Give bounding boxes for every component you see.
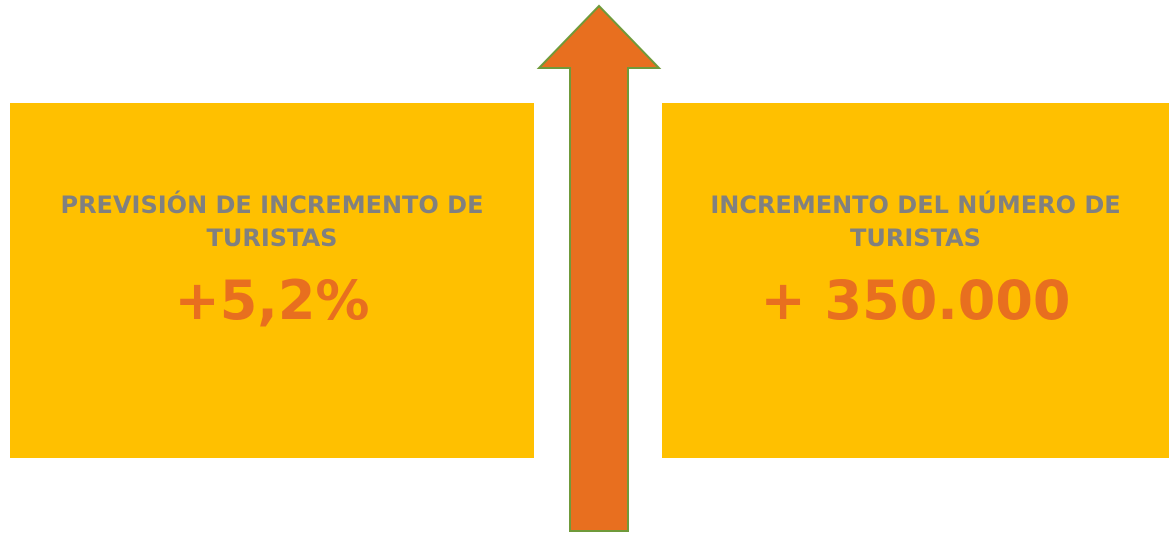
- card-value: + 350.000: [760, 269, 1071, 332]
- card-label: PREVISIÓN DE INCREMENTO DE TURISTAS: [60, 191, 484, 252]
- card-label: INCREMENTO DEL NÚMERO DE TURISTAS: [710, 191, 1121, 252]
- card: INCREMENTO DEL NÚMERO DE TURISTAS + 350.…: [662, 103, 1169, 458]
- card: PREVISIÓN DE INCREMENTO DE TURISTAS +5,2…: [10, 103, 534, 458]
- card-value: +5,2%: [174, 269, 370, 332]
- up-arrow: [536, 4, 662, 532]
